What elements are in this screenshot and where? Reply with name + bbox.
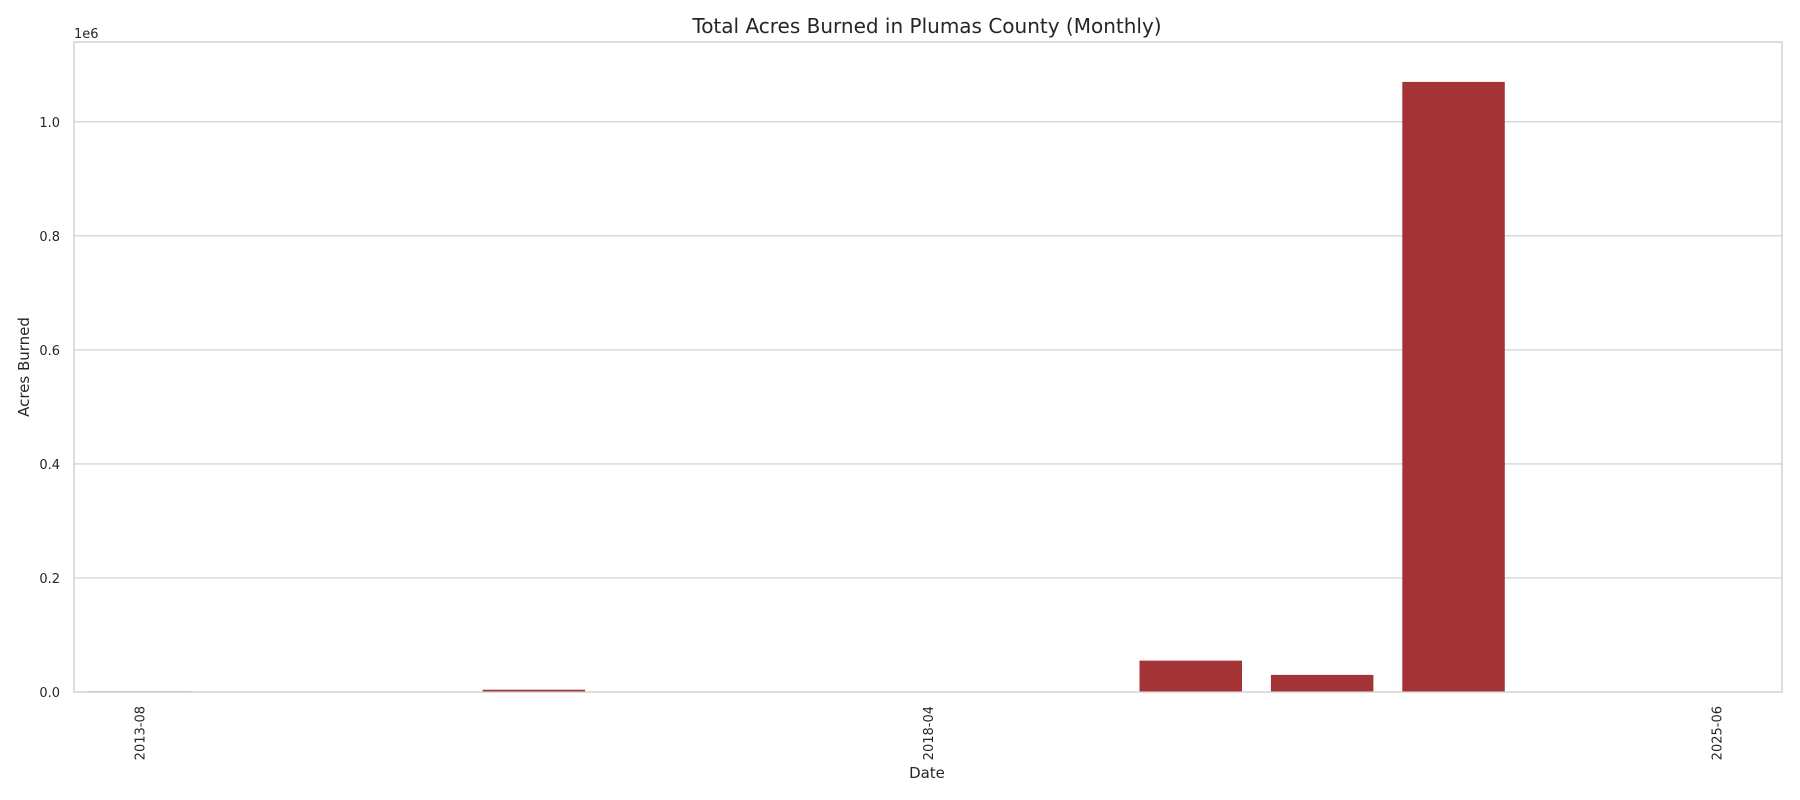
bar [1139, 660, 1243, 692]
bar [1270, 674, 1374, 692]
y-tick-label: 0.8 [39, 230, 60, 245]
x-tick-label: 2025-06 [1710, 706, 1725, 760]
y-tick-label: 0.6 [39, 344, 60, 359]
x-axis-label: Date [909, 764, 945, 782]
y-tick-label: 0.0 [39, 686, 60, 701]
bar [482, 689, 586, 692]
y-tick-label: 1.0 [39, 116, 60, 131]
x-tick-label: 2013-08 [134, 706, 149, 760]
bars [88, 81, 1768, 692]
chart-title: Total Acres Burned in Plumas County (Mon… [691, 14, 1161, 38]
x-tick-labels: 2013-08 2018-04 2025-06 [134, 706, 1726, 760]
y-tick-labels: 0.0 0.2 0.4 0.6 0.8 1.0 [39, 116, 60, 701]
x-tick-label: 2018-04 [922, 706, 937, 760]
y-tick-label: 0.2 [39, 572, 60, 587]
y-offset-text: 1e6 [74, 27, 99, 42]
plot-frame [73, 41, 1783, 693]
gridlines [74, 121, 1782, 579]
bar [1402, 81, 1505, 692]
y-axis-label: Acres Burned [15, 317, 33, 417]
y-tick-label: 0.4 [39, 458, 60, 473]
